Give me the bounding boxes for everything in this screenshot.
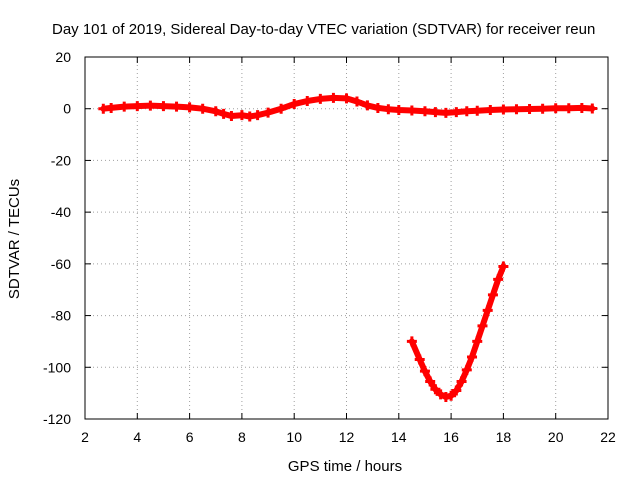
x-tick-label: 12 <box>339 429 355 445</box>
data-point <box>430 107 441 118</box>
data-point <box>184 102 195 113</box>
data-point <box>425 376 436 387</box>
x-tick-label: 18 <box>496 429 512 445</box>
y-tick-label: -100 <box>43 359 71 375</box>
data-point <box>576 102 587 113</box>
data-point <box>511 104 522 115</box>
x-tick-label: 16 <box>443 429 459 445</box>
data-point <box>498 261 509 272</box>
y-tick-label: -60 <box>51 256 71 272</box>
x-tick-label: 22 <box>600 429 616 445</box>
y-tick-label: -120 <box>43 411 71 427</box>
data-point <box>171 101 182 112</box>
data-point <box>563 103 574 114</box>
data-point <box>467 351 478 362</box>
data-point <box>210 106 221 117</box>
axis-ticks <box>84 56 609 420</box>
data-point <box>440 107 451 118</box>
data-point <box>461 364 472 375</box>
data-point <box>451 107 462 118</box>
x-tick-label: 8 <box>238 429 246 445</box>
data-point <box>524 103 535 114</box>
x-tick-label: 6 <box>186 429 194 445</box>
data-point <box>218 108 229 119</box>
y-tick-label: -20 <box>51 152 71 168</box>
data-point <box>406 336 417 347</box>
data-point <box>477 320 488 331</box>
data-point <box>406 105 417 116</box>
x-tick-label: 14 <box>391 429 407 445</box>
data-point <box>414 354 425 365</box>
data-point <box>158 101 169 112</box>
data-point <box>252 110 263 121</box>
y-tick-label: 20 <box>55 49 71 65</box>
data-point <box>435 389 446 400</box>
data-point <box>461 106 472 117</box>
data-point <box>419 366 430 377</box>
data-point <box>289 99 300 110</box>
x-axis-label: GPS time / hours <box>288 458 402 475</box>
x-tick-label: 2 <box>81 429 89 445</box>
data-series <box>98 92 598 403</box>
data-point <box>456 376 467 387</box>
data-point <box>393 105 404 116</box>
series-1 <box>98 92 598 122</box>
data-point <box>430 384 441 395</box>
series-2 <box>406 261 509 403</box>
data-point <box>351 96 362 107</box>
x-tick-label: 10 <box>286 429 302 445</box>
data-point <box>537 103 548 114</box>
data-point <box>472 336 483 347</box>
data-point <box>197 103 208 114</box>
data-point <box>472 105 483 116</box>
data-point <box>482 305 493 316</box>
x-tick-label: 20 <box>548 429 564 445</box>
data-point <box>145 100 156 111</box>
data-point <box>315 93 326 104</box>
data-point <box>276 103 287 114</box>
tick-labels: 2 4 6 8 10 12 14 16 18 20 22 -120 -100 -80 -60 -40 -20 0 2… <box>43 49 616 445</box>
grid-lines <box>85 57 608 419</box>
x-tick-label: 4 <box>133 429 141 445</box>
data-point <box>485 105 496 116</box>
data-point <box>383 104 394 115</box>
data-point <box>106 102 117 113</box>
data-point <box>550 103 561 114</box>
data-point <box>263 107 274 118</box>
data-point <box>446 390 457 401</box>
data-point <box>372 102 383 113</box>
y-tick-label: 0 <box>63 101 71 117</box>
data-point <box>226 110 237 121</box>
data-point <box>132 101 143 112</box>
y-axis-label: SDTVAR / TECUs <box>6 179 23 299</box>
data-point <box>362 100 373 111</box>
data-point <box>341 93 352 104</box>
data-point <box>419 106 430 117</box>
y-tick-label: -40 <box>51 204 71 220</box>
data-point <box>487 289 498 300</box>
series-line <box>408 263 507 400</box>
data-point <box>587 103 598 114</box>
data-point <box>451 385 462 396</box>
y-tick-label: -80 <box>51 308 71 324</box>
chart-title: Day 101 of 2019, Sidereal Day-to-day VTE… <box>52 21 595 38</box>
data-point <box>302 95 313 106</box>
data-point <box>119 101 130 112</box>
data-point <box>328 92 339 103</box>
data-point <box>498 104 509 115</box>
data-point <box>493 274 504 285</box>
